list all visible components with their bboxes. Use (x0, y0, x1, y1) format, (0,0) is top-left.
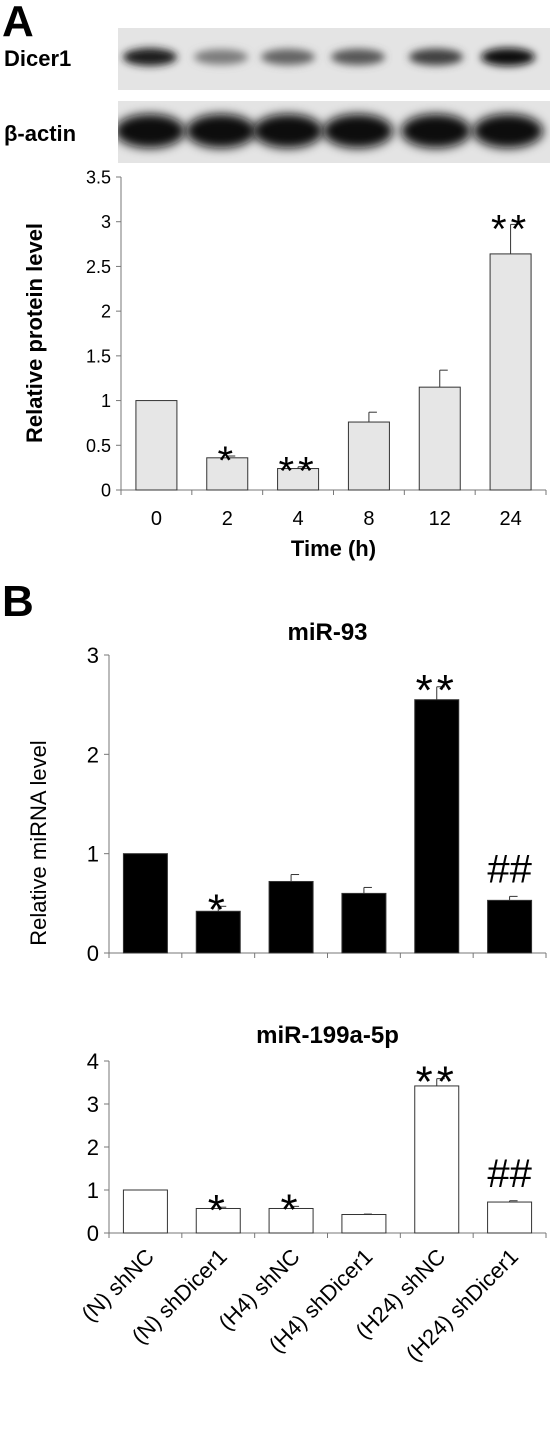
bar (414, 1085, 460, 1234)
significance-label: * (208, 1186, 229, 1235)
significance-label: * (217, 439, 237, 483)
y-tick-label: 0 (101, 480, 111, 500)
significance-label: ** (491, 207, 530, 251)
panel-b-letter: B (2, 577, 34, 626)
significance-label: ** (279, 450, 318, 494)
y-tick-label: 3 (101, 212, 111, 232)
actin-band (186, 114, 256, 148)
x-tick-label: 8 (363, 508, 374, 530)
bar (206, 457, 249, 491)
bar (268, 1207, 314, 1234)
dicer1-band (409, 48, 463, 66)
bar (347, 421, 390, 491)
bar (122, 1189, 168, 1234)
significance-label: ** (416, 666, 458, 715)
y-tick-label: 1 (87, 1178, 99, 1203)
y-tick-label: 2 (87, 742, 99, 767)
y-tick-label: 3 (87, 1092, 99, 1117)
y-tick-label: 4 (87, 1049, 99, 1074)
actin-band (118, 114, 185, 148)
y-axis-label: Relative protein level (22, 223, 47, 443)
actin-band (401, 114, 471, 148)
significance-label: ## (487, 1152, 532, 1196)
y-tick-label: 0 (87, 1221, 99, 1246)
actin-band (253, 114, 323, 148)
dicer1-band (331, 48, 385, 66)
dicer1-band (481, 48, 535, 66)
x-tick-label: 4 (293, 508, 304, 530)
chart-title: miR-199a-5p (256, 1022, 399, 1049)
bar (418, 386, 461, 491)
blot-actin-label: β-actin (4, 121, 77, 146)
bar (489, 253, 532, 491)
bar (487, 1201, 533, 1234)
bar (341, 892, 387, 954)
actin-band (473, 114, 543, 148)
y-tick-label: 1.5 (86, 346, 111, 366)
bar (195, 1207, 241, 1234)
x-tick-label: 24 (499, 508, 521, 530)
dicer1-band (261, 49, 315, 65)
actin-band (323, 114, 393, 148)
y-axis-label: Relative miRNA level (26, 740, 51, 945)
y-tick-label: 0 (87, 941, 99, 966)
y-tick-label: 2.5 (86, 257, 111, 277)
significance-label: ## (487, 847, 532, 891)
y-tick-label: 0.5 (86, 436, 111, 456)
bar (122, 853, 168, 954)
blot-dicer1-label: Dicer1 (4, 46, 72, 71)
dicer1-band (194, 49, 248, 65)
y-tick-label: 3.5 (86, 167, 111, 187)
x-tick-label: 0 (151, 508, 162, 530)
x-tick-label: 2 (222, 508, 233, 530)
chart-title: miR-93 (287, 619, 367, 646)
blot-actin (118, 101, 550, 163)
x-tick-label: 12 (429, 508, 451, 530)
bar (414, 699, 460, 954)
blot-dicer1 (118, 28, 550, 90)
bar (487, 899, 533, 954)
significance-label: * (281, 1185, 302, 1234)
panel-a-letter: A (2, 0, 34, 46)
dicer1-band (123, 48, 177, 66)
y-tick-label: 1 (87, 842, 99, 867)
y-tick-label: 1 (101, 391, 111, 411)
bar (135, 400, 178, 491)
y-tick-label: 2 (87, 1135, 99, 1160)
significance-label: ** (416, 1058, 458, 1107)
y-tick-label: 3 (87, 643, 99, 668)
bar (268, 880, 314, 954)
bar (195, 910, 241, 954)
bar (341, 1214, 387, 1234)
x-axis-label: Time (h) (291, 536, 376, 561)
significance-label: * (208, 885, 229, 934)
y-tick-label: 2 (101, 302, 111, 322)
